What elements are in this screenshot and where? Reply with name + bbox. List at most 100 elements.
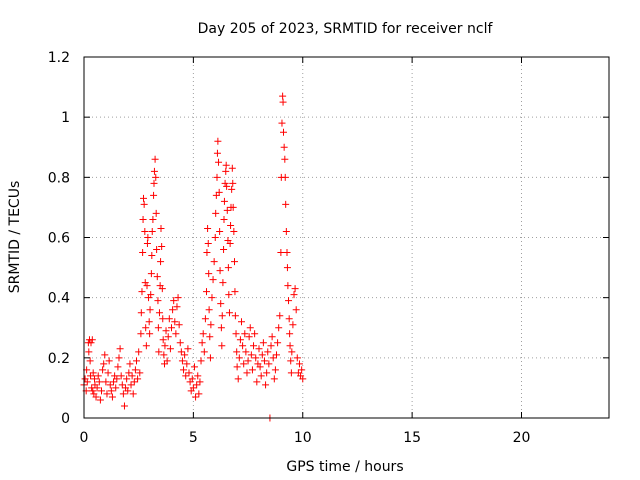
- data-point: [119, 390, 127, 398]
- y-tick-label: 1: [61, 110, 70, 126]
- data-point: [199, 330, 207, 338]
- data-point: [123, 375, 131, 383]
- data-point: [157, 258, 165, 266]
- data-point: [203, 288, 210, 296]
- data-point: [234, 375, 242, 383]
- data-point: [239, 342, 247, 350]
- data-point: [155, 348, 163, 356]
- data-point: [206, 333, 214, 341]
- data-point: [183, 360, 191, 368]
- data-point: [224, 264, 232, 272]
- data-point: [231, 312, 239, 320]
- data-point: [142, 324, 150, 332]
- chart-title: Day 205 of 2023, SRMTID for receiver ncl…: [198, 21, 494, 37]
- data-point: [204, 224, 212, 232]
- data-point: [255, 345, 263, 353]
- data-point: [146, 306, 154, 314]
- y-tick-label: 1.2: [48, 50, 70, 66]
- data-point: [260, 357, 268, 365]
- data-point: [163, 357, 171, 365]
- data-point: [164, 333, 172, 341]
- data-point: [169, 306, 177, 314]
- data-point: [204, 240, 212, 248]
- data-point: [171, 318, 179, 326]
- data-point: [279, 92, 287, 100]
- data-point: [233, 348, 241, 356]
- data-point: [147, 270, 155, 278]
- data-point: [168, 324, 175, 332]
- data-point: [243, 369, 251, 377]
- data-point: [124, 387, 132, 395]
- data-point: [216, 227, 224, 235]
- data-point: [214, 137, 222, 145]
- data-point: [221, 179, 229, 187]
- data-point: [207, 321, 215, 329]
- data-point: [233, 363, 241, 371]
- y-tick-label: 0.4: [48, 291, 70, 307]
- y-tick-label: 0.6: [48, 231, 70, 247]
- data-point: [227, 221, 235, 229]
- data-point: [170, 297, 178, 305]
- data-point: [135, 348, 143, 356]
- data-point: [240, 360, 248, 368]
- data-point: [181, 351, 189, 359]
- data-point: [203, 249, 211, 257]
- data-point: [86, 357, 94, 365]
- data-point: [99, 366, 107, 374]
- data-point: [269, 354, 277, 362]
- data-point: [263, 369, 271, 377]
- data-point: [148, 227, 156, 235]
- data-point: [215, 188, 223, 196]
- data-point: [285, 315, 293, 323]
- data-point: [106, 381, 114, 389]
- data-point: [230, 227, 238, 235]
- data-point: [244, 357, 252, 365]
- y-tick-label: 0.8: [48, 170, 70, 186]
- grid: [84, 57, 609, 418]
- data-point: [147, 291, 155, 299]
- data-point: [219, 279, 227, 287]
- data-point: [295, 360, 303, 368]
- data-point: [142, 342, 150, 350]
- data-point: [184, 345, 192, 353]
- data-point: [189, 384, 197, 392]
- data-point: [93, 384, 101, 392]
- data-point: [242, 348, 250, 356]
- data-point: [94, 372, 102, 380]
- data-point: [185, 369, 193, 377]
- data-point: [264, 348, 272, 356]
- data-point: [177, 348, 185, 356]
- data-point: [89, 369, 97, 377]
- data-point: [110, 378, 118, 386]
- data-point: [166, 345, 174, 353]
- data-point: [238, 318, 245, 326]
- data-point: [108, 393, 116, 401]
- data-point: [120, 402, 128, 410]
- data-point: [137, 309, 145, 317]
- data-point: [188, 375, 196, 383]
- data-point: [157, 224, 165, 232]
- data-point: [220, 215, 228, 223]
- data-point: [117, 372, 125, 380]
- data-point: [267, 342, 275, 350]
- data-point: [215, 158, 223, 166]
- data-point: [173, 303, 181, 311]
- data-point: [150, 179, 158, 187]
- data-point: [144, 234, 152, 241]
- data-point: [155, 309, 163, 317]
- data-point: [235, 354, 243, 362]
- data-point: [222, 161, 230, 169]
- data-point: [210, 258, 218, 266]
- data-point: [134, 375, 142, 383]
- data-point: [126, 360, 134, 368]
- data-point: [218, 342, 226, 350]
- data-point: [217, 300, 225, 308]
- data-point: [236, 336, 244, 344]
- data-point: [131, 366, 139, 374]
- data-point: [196, 378, 204, 386]
- data-point: [229, 203, 237, 211]
- x-tick-label: 10: [294, 430, 312, 446]
- data-point: [143, 282, 151, 290]
- data-point: [282, 227, 290, 235]
